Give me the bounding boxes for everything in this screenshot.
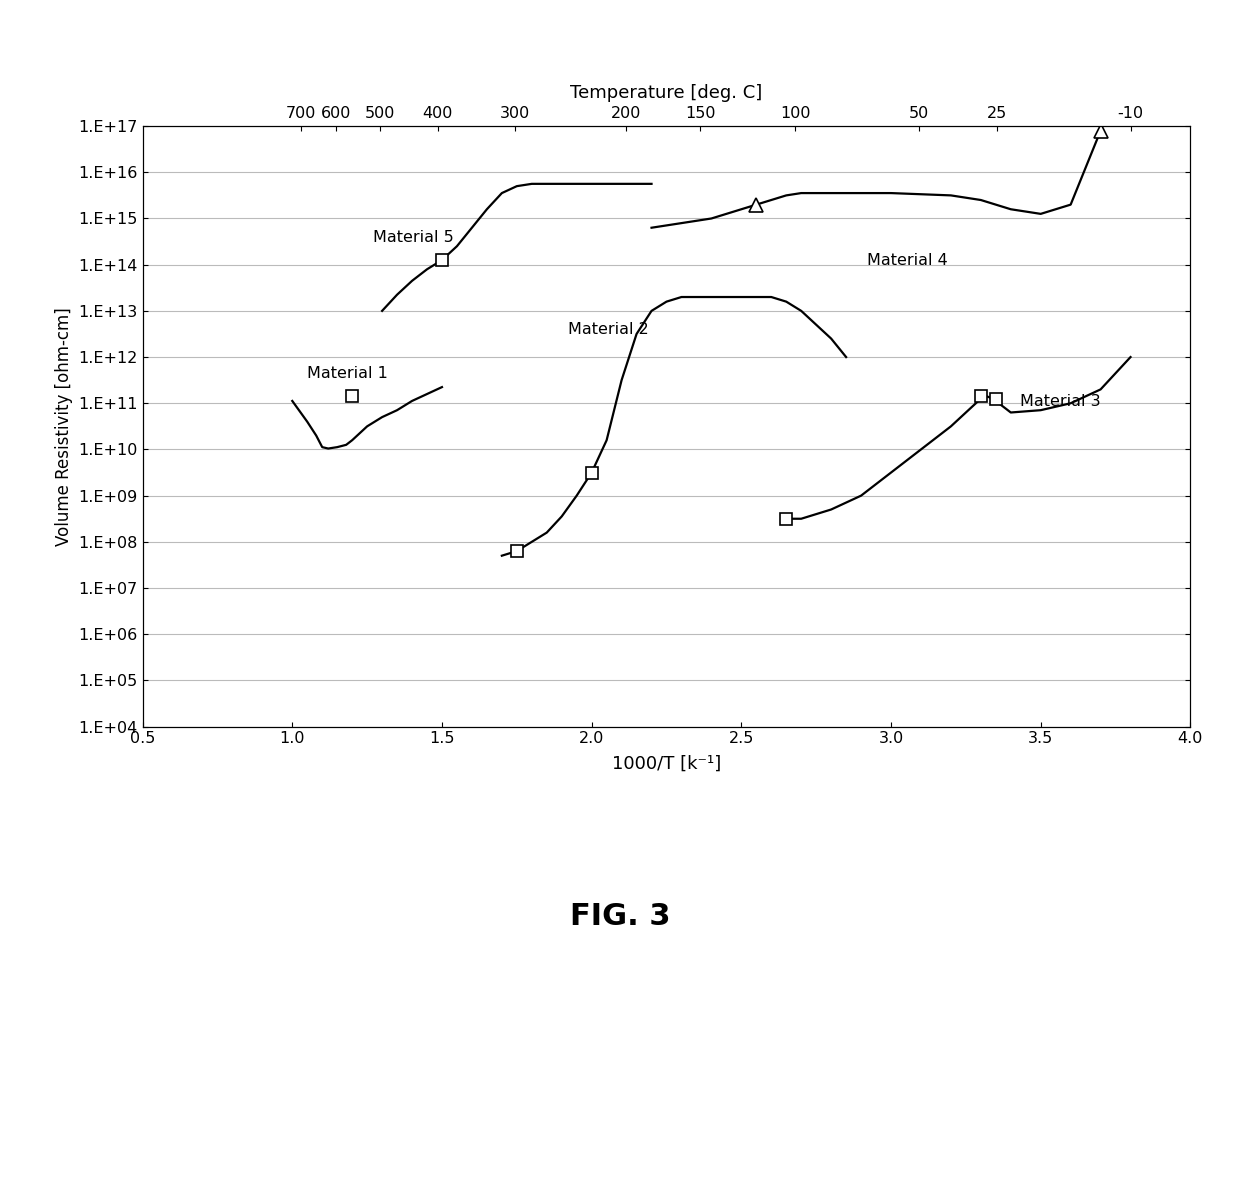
Text: Material 2: Material 2 (568, 322, 649, 337)
X-axis label: Temperature [deg. C]: Temperature [deg. C] (570, 84, 763, 102)
Text: Material 1: Material 1 (308, 366, 388, 381)
Y-axis label: Volume Resistivity [ohm-cm]: Volume Resistivity [ohm-cm] (55, 307, 73, 545)
Text: FIG. 3: FIG. 3 (569, 902, 671, 931)
X-axis label: 1000/T [k⁻¹]: 1000/T [k⁻¹] (611, 754, 722, 772)
Text: Material 4: Material 4 (867, 252, 947, 268)
Text: Material 3: Material 3 (1019, 394, 1100, 408)
Text: Material 5: Material 5 (373, 229, 454, 245)
